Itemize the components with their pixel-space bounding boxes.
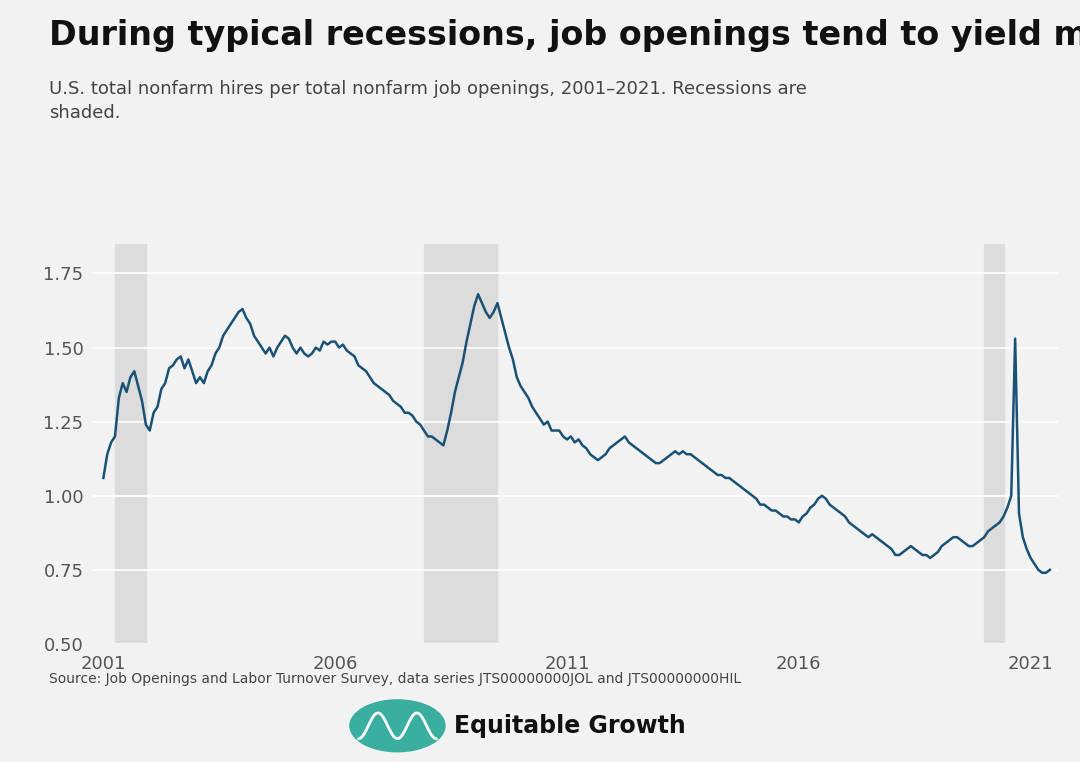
Text: U.S. total nonfarm hires per total nonfarm job openings, 2001–2021. Recessions a: U.S. total nonfarm hires per total nonfa… xyxy=(49,80,807,123)
Text: Equitable Growth: Equitable Growth xyxy=(454,714,686,738)
Bar xyxy=(984,244,1003,644)
Bar xyxy=(424,244,498,644)
Text: During typical recessions, job openings tend to yield more hires: During typical recessions, job openings … xyxy=(49,19,1080,52)
Ellipse shape xyxy=(350,700,445,751)
Text: Source: Job Openings and Labor Turnover Survey, data series JTS00000000JOL and J: Source: Job Openings and Labor Turnover … xyxy=(49,672,741,686)
Bar xyxy=(114,244,146,644)
